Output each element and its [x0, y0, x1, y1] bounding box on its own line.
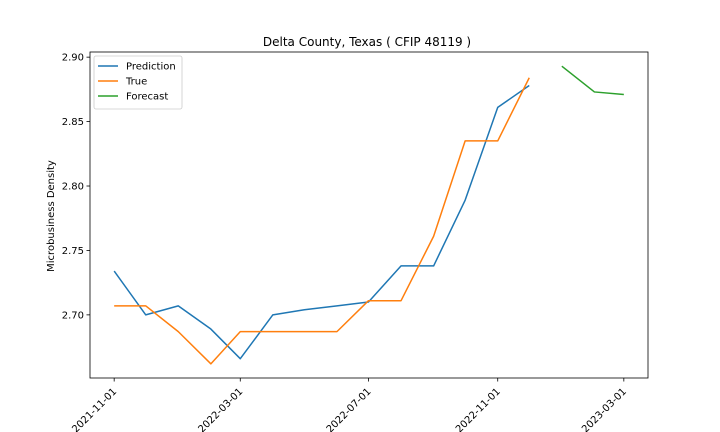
y-axis-label: Microbusiness Density — [46, 160, 57, 272]
y-axis: 2.70 2.75 2.80 2.85 2.90 — [62, 53, 90, 321]
series-line-forecast — [561, 65, 624, 96]
plot-area — [89, 51, 649, 379]
series-line-prediction — [113, 84, 530, 360]
legend-label: Forecast — [126, 92, 168, 103]
y-tick-label: 2.70 — [62, 310, 84, 321]
plot-frame — [89, 51, 649, 379]
y-tick-label: 2.85 — [62, 117, 84, 128]
y-tick-label: 2.90 — [62, 53, 84, 64]
legend-label: Prediction — [126, 62, 176, 73]
chart-title: Delta County, Texas ( CFIP 48119 ) — [263, 35, 471, 49]
legend: Prediction True Forecast — [93, 55, 183, 110]
y-tick-label: 2.80 — [62, 182, 84, 193]
series-layer — [113, 65, 624, 365]
series-line-true — [114, 77, 530, 365]
y-tick-label: 2.75 — [62, 246, 84, 257]
legend-label: True — [125, 77, 147, 88]
